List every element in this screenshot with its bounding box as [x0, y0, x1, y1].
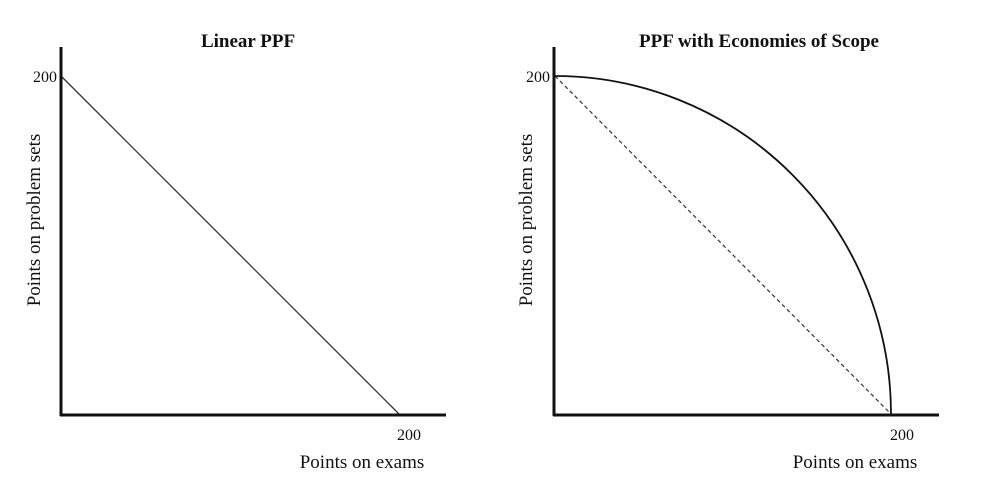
y-axis-label: Points on problem sets: [24, 134, 45, 307]
series-layer: [554, 75, 892, 415]
x-axis-label: Points on exams: [793, 452, 918, 473]
chart-title: PPF with Economies of Scope: [639, 31, 879, 52]
economies-of-scope-chart: PPF with Economies of Scope 200 200 Poin…: [516, 31, 939, 473]
y-tick-label: 200: [33, 69, 57, 86]
chart-title: Linear PPF: [201, 31, 295, 52]
concave-ppf-curve: [554, 75, 892, 415]
x-axis-label: Points on exams: [300, 452, 425, 473]
series-layer: [61, 76, 400, 415]
linear-ppf-chart: Linear PPF 200 200 Points on exams Point…: [24, 31, 446, 473]
dashed-linear-ppf-line: [554, 75, 892, 415]
y-tick-label: 200: [526, 69, 550, 86]
x-tick-label: 200: [890, 427, 914, 444]
x-tick-label: 200: [397, 427, 421, 444]
linear-ppf-line: [61, 76, 400, 415]
y-axis-label: Points on problem sets: [516, 134, 537, 307]
